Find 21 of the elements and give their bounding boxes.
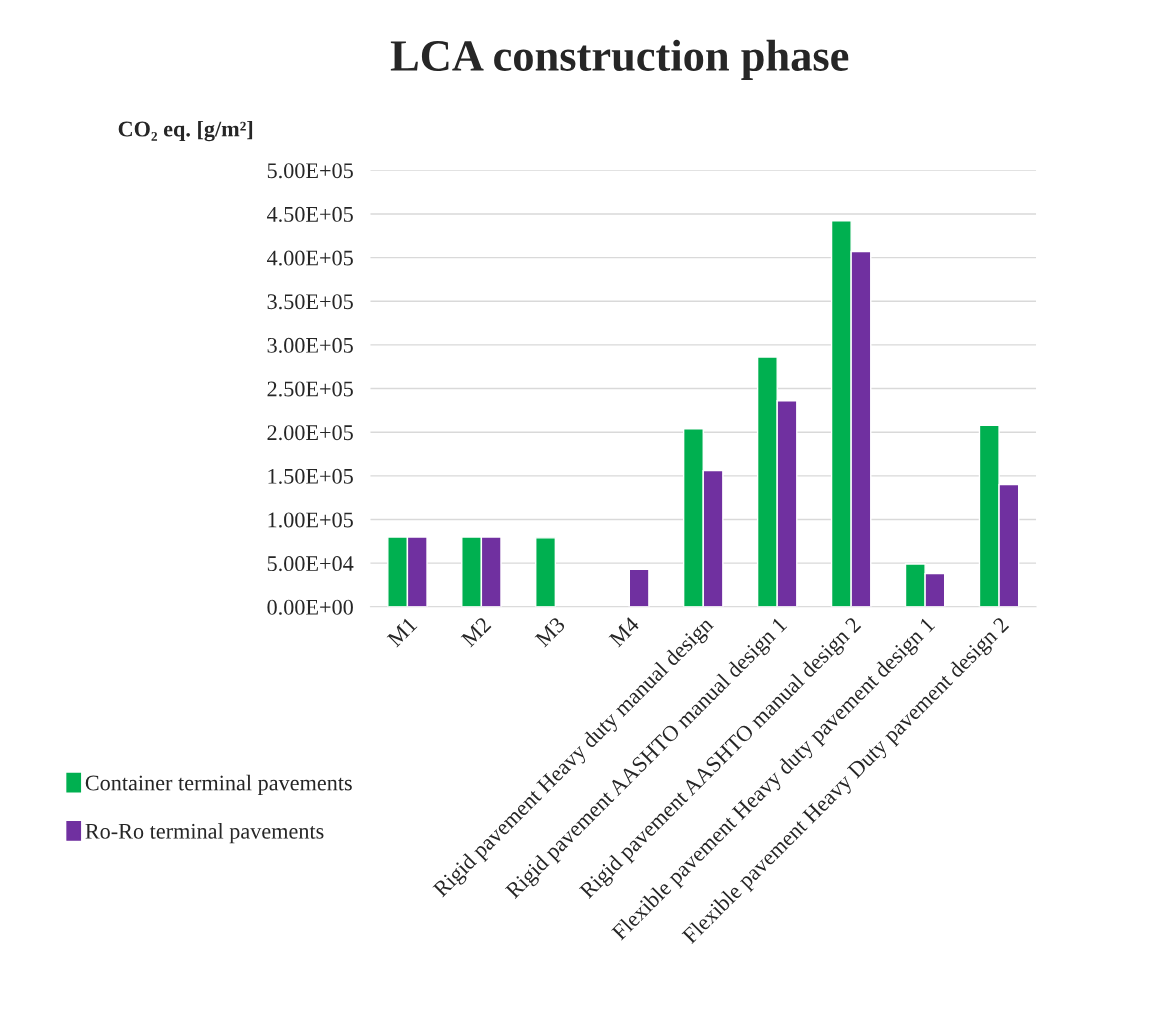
y-tick-label: 4.50E+05 bbox=[266, 206, 353, 222]
bar bbox=[535, 537, 557, 607]
y-tick-label: 0.00E+00 bbox=[267, 599, 353, 615]
legend-label: Ro-Ro terminal pavements bbox=[85, 823, 324, 844]
y-tick-label: 4.00E+05 bbox=[266, 250, 353, 266]
x-tick-label: M3 bbox=[534, 616, 566, 648]
y-tick-label: 5.00E+05 bbox=[267, 163, 353, 179]
y-axis-title: CO₂ eq. [g/m²] bbox=[118, 120, 253, 142]
chart-title: LCA construction phase bbox=[390, 39, 849, 81]
x-tick-label: M2 bbox=[460, 616, 492, 648]
x-tick-label: M1 bbox=[386, 616, 418, 648]
y-tick-label: 1.00E+05 bbox=[268, 512, 353, 528]
legend-label: Container terminal pavements bbox=[85, 774, 352, 795]
y-tick-label: 2.00E+05 bbox=[267, 425, 353, 441]
y-tick-label: 2.50E+05 bbox=[267, 381, 353, 397]
bar bbox=[628, 568, 650, 607]
x-tick-label: M4 bbox=[608, 615, 640, 648]
y-tick-label: 5.00E+04 bbox=[267, 556, 354, 572]
y-tick-label: 3.50E+05 bbox=[267, 294, 353, 310]
y-tick-label: 1.50E+05 bbox=[268, 468, 353, 484]
y-tick-label: 3.00E+05 bbox=[267, 337, 353, 353]
